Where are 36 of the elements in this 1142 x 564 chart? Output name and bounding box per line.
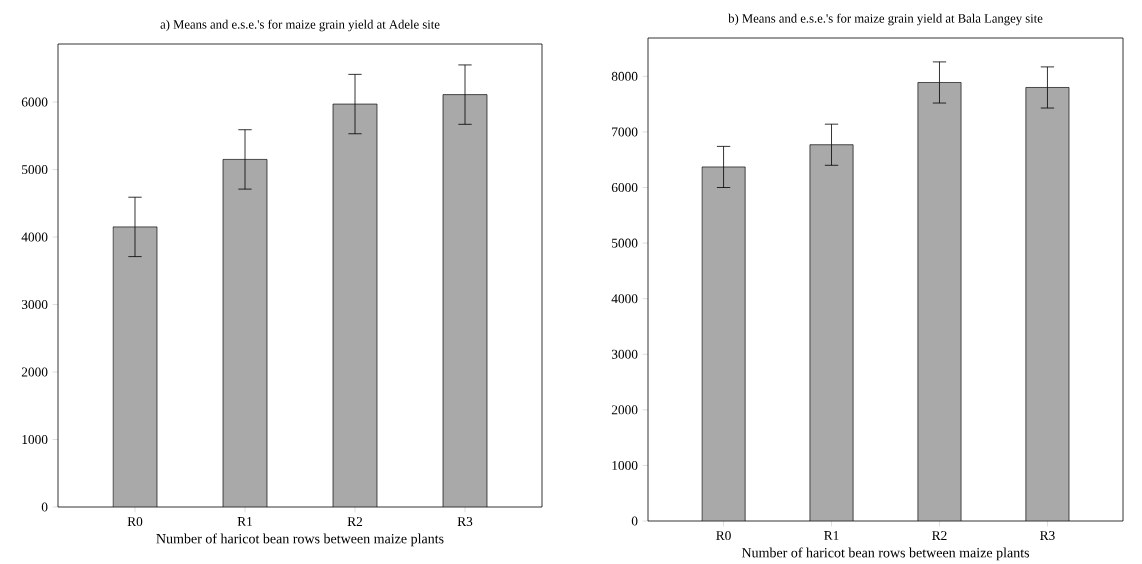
bar [332,103,378,508]
y-tick-label: 0 [631,516,638,526]
x-tick-label: R3 [457,517,473,527]
x-axis-title: Number of haricot bean rows between maize plants [741,547,1030,561]
bar [1025,87,1070,522]
y-tick-label: 3000 [21,300,48,310]
y-tick-label: 3000 [611,349,638,359]
x-tick-label: R0 [716,531,731,541]
y-tick-label: 1000 [22,435,48,445]
y-tick-label: 4000 [611,294,638,304]
bar [112,226,158,508]
y-tick-label: 5000 [612,238,638,248]
bar [442,94,488,508]
y-tick-label: 2000 [21,367,48,377]
y-tick-label: 7000 [612,127,638,137]
y-tick-label: 5000 [22,165,48,175]
y-tick-label: 1000 [612,460,638,470]
y-tick-label: 6000 [21,97,48,107]
y-tick-label: 4000 [21,232,48,242]
bar [809,144,854,522]
x-tick-label: R0 [127,517,143,527]
y-tick-label: 0 [41,502,48,512]
bar [917,82,962,522]
y-tick-label: 6000 [611,183,638,193]
x-tick-label: R1 [824,531,839,540]
x-tick-label: R3 [1040,531,1055,540]
y-tick-label: 2000 [611,405,638,415]
x-tick-label: R2 [347,517,363,526]
x-axis-title: Number of haricot bean rows between maize plants [156,533,444,547]
x-tick-label: R2 [932,531,947,540]
x-tick-label: R1 [237,517,252,526]
chart-title: b) Means and e.s.e.'s for maize grain yield at Bala Langey site [728,13,1043,26]
bar [701,166,746,522]
bar [222,159,268,508]
chart-title: a) Means and e.s.e.'s for maize grain yield at Adele site [160,19,440,32]
y-tick-label: 8000 [611,71,638,81]
